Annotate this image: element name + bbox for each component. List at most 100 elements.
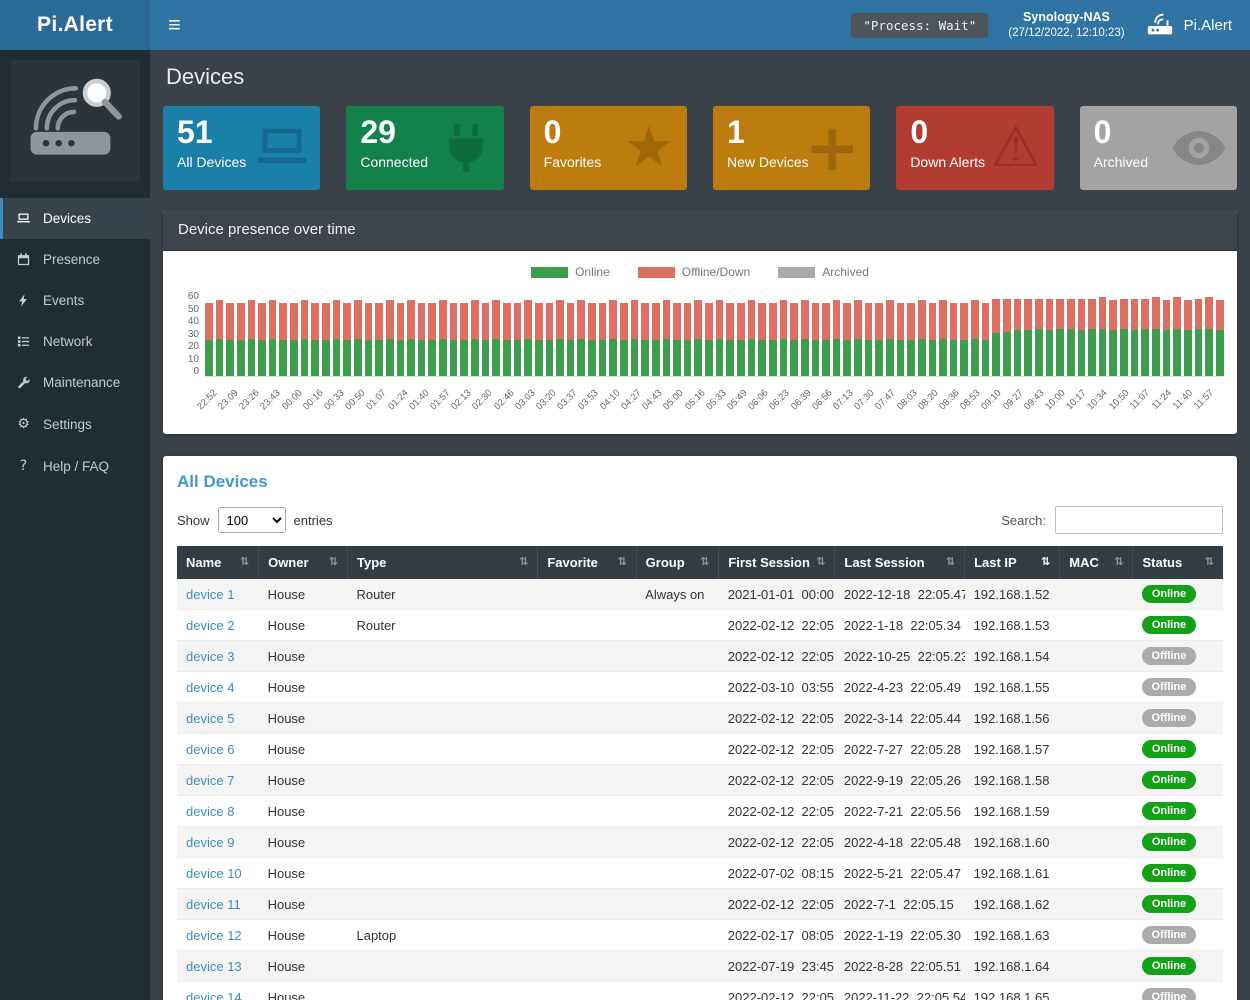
- device-link[interactable]: device 5: [186, 710, 235, 726]
- stat-card-new-devices[interactable]: 1 New Devices +: [712, 106, 871, 190]
- chart-panel-body: Online Offline/Down Archived 60 50 40 30 20 10 0…: [163, 251, 1237, 434]
- column-header-last-ip[interactable]: Last IP ⇅: [964, 546, 1060, 579]
- device-link[interactable]: device 14: [186, 989, 242, 1000]
- column-header-name[interactable]: Name ⇅: [177, 546, 259, 579]
- sidebar-item-network[interactable]: Network: [0, 321, 150, 362]
- entries-select[interactable]: 100: [217, 507, 286, 533]
- column-header-last-session[interactable]: Last Session ⇅: [834, 546, 965, 579]
- sidebar-item-presence[interactable]: Presence: [0, 239, 150, 280]
- app-link[interactable]: Pi.Alert: [1145, 12, 1232, 38]
- legend-item-online: Online: [531, 265, 610, 279]
- device-link[interactable]: device 9: [186, 834, 235, 850]
- cell-mac: [1059, 764, 1133, 796]
- cell-type: [347, 640, 538, 672]
- device-link[interactable]: device 8: [186, 803, 235, 819]
- sidebar-item-label: Devices: [43, 211, 92, 226]
- status-badge: Offline: [1141, 709, 1196, 727]
- stat-card-all-devices[interactable]: 51 All Devices: [163, 106, 321, 190]
- chart-bar: [896, 302, 905, 376]
- cell-type: [347, 826, 538, 858]
- device-link[interactable]: device 11: [186, 896, 241, 912]
- table-row: device 9 House 2022-02-12 22:05 2022-4-18 2…: [177, 826, 1223, 858]
- cell-last-session: 2022-10-25 22:05.23: [834, 640, 965, 672]
- y-tick-label: 30: [187, 328, 199, 340]
- chart-bar: [779, 300, 788, 376]
- table-row: device 3 House 2022-02-12 22:05 2022-10-25 …: [177, 640, 1223, 672]
- search-input[interactable]: [1055, 506, 1223, 534]
- cell-owner: House: [258, 795, 348, 827]
- cell-name: device 7: [177, 764, 259, 796]
- chart-bar: [290, 302, 298, 376]
- device-link[interactable]: device 13: [186, 958, 242, 974]
- sidebar-item-help-faq[interactable]: ? Help / FAQ: [0, 445, 150, 487]
- sidebar-item-maintenance[interactable]: Maintenance: [0, 362, 150, 403]
- status-badge: Online: [1141, 585, 1196, 603]
- cell-status: Offline: [1132, 702, 1223, 734]
- device-link[interactable]: device 6: [186, 741, 235, 757]
- stat-card-favorites[interactable]: 0 Favorites ★: [529, 106, 687, 190]
- chart-bar: [524, 300, 532, 376]
- device-link[interactable]: device 4: [186, 679, 235, 695]
- sidebar-item-settings[interactable]: ⚙ Settings: [0, 403, 150, 445]
- cell-last-ip: 192.168.1.58: [964, 764, 1060, 796]
- search-label: Search:: [1001, 512, 1046, 528]
- device-link[interactable]: device 7: [186, 772, 235, 788]
- device-link[interactable]: device 10: [186, 865, 242, 881]
- device-link[interactable]: device 1: [186, 586, 235, 602]
- column-header-first-session[interactable]: First Session ⇅: [718, 546, 835, 579]
- sidebar-item-label: Network: [43, 334, 93, 349]
- device-link[interactable]: device 12: [186, 927, 242, 943]
- stat-card-connected[interactable]: 29 Connected: [346, 106, 504, 190]
- cell-favorite: [537, 919, 637, 951]
- device-link[interactable]: device 3: [186, 648, 235, 664]
- chart-bar: [683, 302, 692, 376]
- chart-bar: [1215, 300, 1224, 376]
- column-header-favorite[interactable]: Favorite ⇅: [537, 546, 637, 579]
- status-badge: Offline: [1141, 647, 1196, 665]
- cell-status: Online: [1132, 826, 1223, 858]
- chart-bar: [1162, 300, 1171, 376]
- sidebar-item-label: Maintenance: [43, 375, 121, 390]
- column-header-type[interactable]: Type ⇅: [346, 546, 538, 579]
- device-link[interactable]: device 2: [186, 617, 235, 633]
- chart-y-axis: 60 50 40 30 20 10 0: [177, 291, 205, 377]
- app-name: Pi.Alert: [1183, 16, 1232, 34]
- column-header-owner[interactable]: Owner ⇅: [258, 546, 348, 579]
- cell-status: Offline: [1132, 981, 1223, 1000]
- cell-name: device 14: [177, 981, 259, 1000]
- cell-first-session: 2022-02-12 22:05: [718, 981, 835, 1000]
- stat-card-down-alerts[interactable]: 0 Down Alerts ⚠: [896, 106, 1054, 190]
- entries-control: Show 100 entries: [177, 507, 333, 533]
- cell-type: [347, 702, 538, 734]
- cell-last-ip: 192.168.1.65: [964, 981, 1060, 1000]
- router-search-logo: [30, 78, 122, 155]
- chart-panel-title: Device presence over time: [178, 221, 356, 238]
- column-header-group[interactable]: Group ⇅: [635, 546, 719, 579]
- chart-bar: [1173, 297, 1181, 376]
- column-header-status[interactable]: Status ⇅: [1132, 546, 1223, 579]
- chart-bar: [737, 302, 745, 376]
- chart-bar: [502, 302, 511, 376]
- chart-bar: [268, 300, 277, 376]
- chart-bar: [481, 302, 490, 376]
- column-header-mac[interactable]: MAC ⇅: [1059, 546, 1133, 579]
- cell-status: Online: [1132, 609, 1223, 641]
- cell-owner: House: [258, 919, 348, 951]
- chart-bar: [226, 302, 234, 376]
- menu-toggle-icon[interactable]: ≡: [168, 12, 181, 37]
- sidebar-item-label: Settings: [43, 416, 92, 432]
- chart-bar: [1013, 298, 1022, 376]
- brand-logo[interactable]: Pi.Alert: [0, 0, 150, 50]
- chart-bar: [598, 302, 607, 376]
- sort-icon: ⇅: [1041, 555, 1051, 568]
- entries-label: entries: [293, 512, 333, 528]
- devices-table-header-row: Name ⇅ Owner ⇅ Type ⇅ Favorite ⇅ Group ⇅ First Ses…: [177, 546, 1223, 579]
- chart-bar: [715, 300, 724, 376]
- sidebar-item-events[interactable]: Events: [0, 280, 150, 321]
- main-content: Devices 51 All Devices 29 Connected 0 Favorit…: [150, 50, 1250, 1000]
- stat-card-archived[interactable]: 0 Archived: [1079, 106, 1237, 190]
- cell-name: device 1: [177, 579, 259, 610]
- chart-bar: [1141, 298, 1150, 376]
- cell-owner: House: [258, 764, 348, 796]
- sidebar-item-devices[interactable]: Devices: [0, 198, 150, 239]
